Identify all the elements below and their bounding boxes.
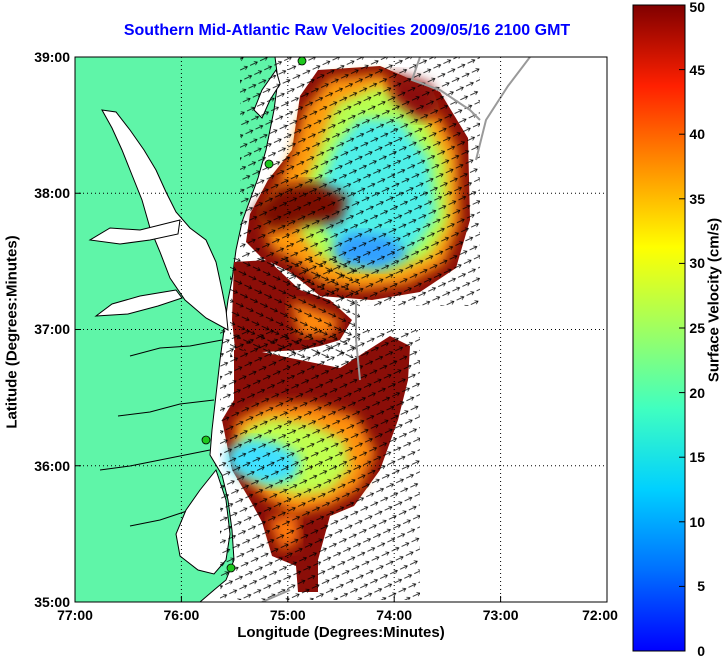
x-tick-label: 75:00 xyxy=(270,607,306,623)
tick-marks xyxy=(74,56,608,603)
y-tick-labels: 39:00 38:00 37:00 36:00 35:00 xyxy=(34,49,70,610)
colorbar-tick-label: 40 xyxy=(689,126,705,142)
colorbar-tick-label: 50 xyxy=(689,0,705,15)
velocity-field-south xyxy=(220,330,420,600)
x-tick-label: 73:00 xyxy=(483,607,519,623)
colorbar-tick-label: 35 xyxy=(689,191,705,207)
colorbar-tick-label: 15 xyxy=(689,449,705,465)
colorbar xyxy=(632,4,686,652)
colorbar-label: Surface Velocity (cm/s) xyxy=(705,217,723,383)
station-marker xyxy=(226,563,236,573)
x-tick-label: 77:00 xyxy=(57,607,93,623)
isobaths xyxy=(261,57,531,602)
colorbar-tick-label: 20 xyxy=(689,385,705,401)
colorbar-tick-label: 0 xyxy=(697,643,705,659)
y-tick-label: 37:00 xyxy=(34,321,70,337)
colorbar-tick-label: 10 xyxy=(689,514,705,530)
x-tick-label: 76:00 xyxy=(163,607,199,623)
colorbar-tick-label: 45 xyxy=(689,62,705,78)
hf-radar-stations xyxy=(201,57,307,573)
station-marker xyxy=(297,57,307,66)
chesapeake-bay xyxy=(101,109,229,331)
colorbar-ticks xyxy=(679,4,685,652)
bay-inlet xyxy=(94,289,183,317)
velocity-field-north xyxy=(240,57,480,306)
colorbar-tick-label: 25 xyxy=(689,320,705,336)
y-tick-label: 39:00 xyxy=(34,49,70,65)
y-tick-label: 35:00 xyxy=(34,594,70,610)
x-tick-label: 74:00 xyxy=(376,607,412,623)
gridlines xyxy=(75,57,607,602)
x-axis-label: Longitude (Degrees:Minutes) xyxy=(237,624,445,641)
x-tick-labels: 77:00 76:00 75:00 74:00 73:00 72:00 xyxy=(57,607,618,623)
map-title: Southern Mid-Atlantic Raw Velocities 200… xyxy=(123,22,571,39)
bay-inlet xyxy=(88,219,181,245)
x-tick-label: 72:00 xyxy=(582,607,618,623)
colorbar-tick-labels: 50 45 40 35 30 25 20 15 10 5 0 xyxy=(689,0,705,659)
colorbar-tick-label: 30 xyxy=(689,255,705,271)
y-tick-label: 36:00 xyxy=(34,458,70,474)
y-axis-label: Latitude (Degrees:Minutes) xyxy=(3,235,21,429)
station-marker xyxy=(264,159,274,169)
y-tick-label: 38:00 xyxy=(34,185,70,201)
station-marker xyxy=(201,435,211,445)
river xyxy=(99,339,223,527)
colorbar-tick-label: 5 xyxy=(697,578,705,594)
